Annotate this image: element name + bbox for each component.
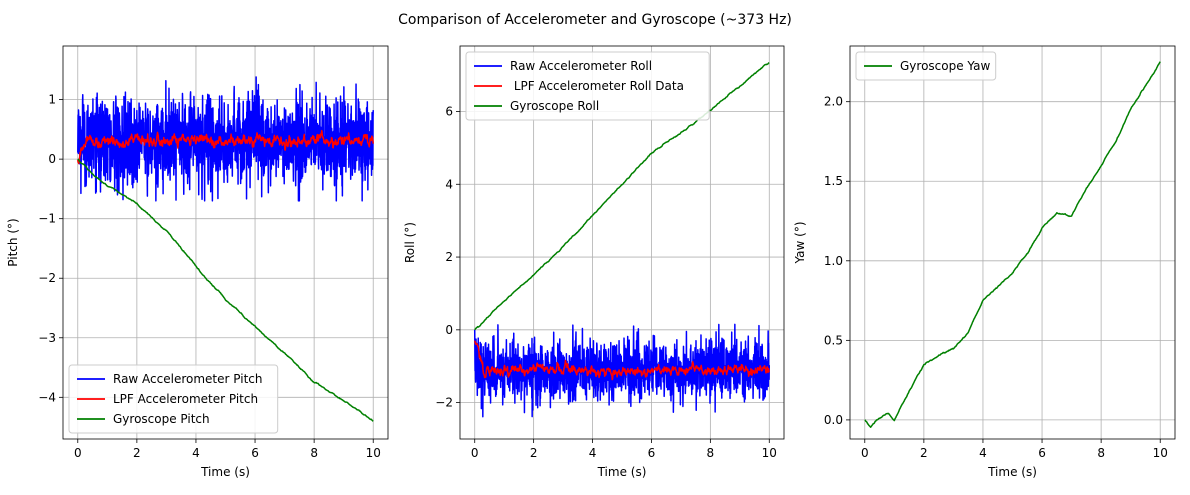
- x-tick-label: 0: [861, 446, 869, 460]
- axes-frame: [62, 45, 389, 440]
- figure-title: Comparison of Accelerometer and Gyroscop…: [398, 12, 792, 28]
- chart-panel-3: 0 2 4 6 8 10 0.0 0.5 1.0 1.5 2.0 Time (s) Yaw (°) Gyr…: [793, 45, 1176, 479]
- y-tick-label: 0.0: [824, 413, 843, 427]
- legend-label: Gyroscope Roll: [510, 99, 599, 113]
- y-tick-label: 0.5: [824, 333, 843, 347]
- y-axis-label: Pitch (°): [6, 218, 20, 266]
- legend-label: LPF Accelerometer Roll Data: [510, 79, 684, 93]
- x-tick-label: 8: [707, 446, 715, 460]
- y-tick-label: −4: [38, 390, 56, 404]
- series-group: [77, 76, 374, 422]
- y-tick-label: −1: [38, 212, 56, 226]
- y-axis-label: Yaw (°): [793, 221, 807, 264]
- y-tick-label: 1.5: [824, 174, 843, 188]
- legend-label: Gyroscope Pitch: [113, 412, 210, 426]
- x-tick-label: 10: [762, 446, 777, 460]
- x-tick-label: 2: [133, 446, 141, 460]
- x-tick-label: 8: [1097, 446, 1105, 460]
- x-tick-label: 6: [251, 446, 259, 460]
- series-line-2: [474, 340, 770, 381]
- y-tick-label: 2.0: [824, 95, 843, 109]
- legend-label: Gyroscope Yaw: [900, 59, 990, 73]
- x-tick-label: 4: [979, 446, 987, 460]
- x-tick-label: 2: [920, 446, 928, 460]
- x-tick-label: 2: [530, 446, 538, 460]
- y-tick-label: −2: [435, 396, 453, 410]
- series-group: [473, 61, 771, 418]
- y-tick-label: 0: [48, 152, 56, 166]
- y-axis-label: Roll (°): [403, 222, 417, 263]
- y-tick-label: −2: [38, 271, 56, 285]
- axes-frame: [849, 45, 1176, 440]
- x-tick-label: 0: [74, 446, 82, 460]
- legend-label: Raw Accelerometer Pitch: [113, 372, 262, 386]
- legend-box: [855, 51, 997, 81]
- charts-container: 0 2 4 6 8 10 −4 −3 −2 −1 0 1 Time (s) Pitch (°) Raw Ac…: [6, 45, 1176, 479]
- series-group: [864, 61, 1161, 428]
- legend-label: LPF Accelerometer Pitch: [113, 392, 258, 406]
- legend-box: [465, 51, 710, 121]
- axes-frame: [459, 45, 785, 440]
- x-tick-label: 6: [648, 446, 656, 460]
- legend-label: Raw Accelerometer Roll: [510, 59, 652, 73]
- y-tick-label: 1: [48, 93, 56, 107]
- y-tick-label: 2: [445, 250, 453, 264]
- y-tick-label: 4: [445, 177, 453, 191]
- series-line-1: [473, 323, 771, 418]
- x-axis-label: Time (s): [200, 465, 250, 479]
- x-tick-label: 10: [1153, 446, 1168, 460]
- y-tick-label: 0: [445, 323, 453, 337]
- x-tick-label: 8: [310, 446, 318, 460]
- series-line-2: [77, 129, 374, 165]
- legend-box: [68, 364, 279, 434]
- legend: Gyroscope Yaw: [855, 51, 997, 81]
- series-line-3: [77, 158, 374, 422]
- x-tick-label: 10: [366, 446, 381, 460]
- x-tick-label: 6: [1038, 446, 1046, 460]
- series-line-1: [77, 76, 374, 202]
- x-tick-label: 4: [192, 446, 200, 460]
- legend: Raw Accelerometer Pitch LPF Accelerometer…: [68, 364, 279, 434]
- y-tick-label: 6: [445, 105, 453, 119]
- y-tick-label: −3: [38, 331, 56, 345]
- chart-panel-1: 0 2 4 6 8 10 −4 −3 −2 −1 0 1 Time (s) Pitch (°) Raw Ac…: [6, 45, 389, 479]
- x-axis-label: Time (s): [987, 465, 1037, 479]
- legend: Raw Accelerometer Roll LPF Accelerometer…: [465, 51, 710, 121]
- x-tick-label: 0: [471, 446, 479, 460]
- series-line-1: [864, 61, 1161, 428]
- series-line-3: [474, 61, 770, 331]
- x-tick-label: 4: [589, 446, 597, 460]
- y-tick-label: 1.0: [824, 254, 843, 268]
- x-axis-label: Time (s): [597, 465, 647, 479]
